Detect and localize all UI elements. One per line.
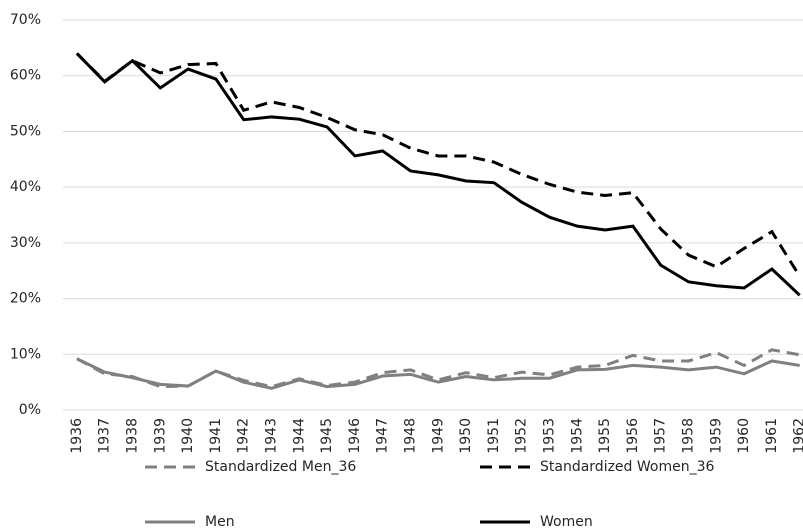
x-tick-label: 1945 bbox=[319, 418, 335, 454]
x-tick-label: 1943 bbox=[264, 418, 280, 454]
x-tick-label: 1947 bbox=[375, 418, 391, 454]
x-tick-label: 1949 bbox=[430, 418, 446, 454]
y-tick-label: 70% bbox=[10, 12, 41, 28]
y-tick-label: 40% bbox=[10, 179, 41, 195]
x-tick-label: 1946 bbox=[347, 418, 363, 454]
x-tick-label: 1960 bbox=[736, 418, 752, 454]
y-tick-label: 50% bbox=[10, 123, 41, 139]
x-tick-label: 1959 bbox=[708, 418, 724, 454]
y-tick-label: 10% bbox=[10, 346, 41, 362]
legend-label: Standardized Women_36 bbox=[540, 459, 714, 475]
x-tick-label: 1944 bbox=[291, 418, 307, 454]
x-tick-label: 1952 bbox=[514, 418, 530, 454]
x-tick-label: 1936 bbox=[69, 418, 85, 454]
line-series bbox=[76, 357, 800, 390]
x-tick-label: 1955 bbox=[597, 418, 613, 454]
x-tick-label: 1951 bbox=[486, 418, 502, 454]
line-series bbox=[75, 52, 801, 278]
x-tick-label: 1962 bbox=[792, 418, 803, 454]
legend-label: Women bbox=[540, 514, 593, 530]
x-tick-label: 1938 bbox=[125, 418, 141, 454]
x-tick-label: 1961 bbox=[764, 418, 780, 454]
x-tick-label: 1950 bbox=[458, 418, 474, 454]
y-tick-label: 0% bbox=[19, 402, 41, 418]
line-series bbox=[75, 52, 801, 297]
x-tick-label: 1941 bbox=[208, 418, 224, 454]
x-tick-label: 1948 bbox=[403, 418, 419, 454]
x-tick-label: 1957 bbox=[653, 418, 669, 454]
x-tick-label: 1956 bbox=[625, 418, 641, 454]
x-tick-label: 1939 bbox=[152, 418, 168, 454]
x-tick-label: 1953 bbox=[542, 418, 558, 454]
x-tick-label: 1940 bbox=[180, 418, 196, 454]
x-tick-label: 1954 bbox=[569, 418, 585, 454]
x-tick-label: 1937 bbox=[97, 418, 113, 454]
legend-label: Men bbox=[205, 514, 235, 530]
y-tick-label: 60% bbox=[10, 68, 41, 84]
y-tick-label: 30% bbox=[10, 235, 41, 251]
legend-label: Standardized Men_36 bbox=[205, 459, 356, 475]
x-tick-label: 1942 bbox=[236, 418, 252, 454]
x-tick-label: 1958 bbox=[681, 418, 697, 454]
y-tick-label: 20% bbox=[10, 291, 41, 307]
